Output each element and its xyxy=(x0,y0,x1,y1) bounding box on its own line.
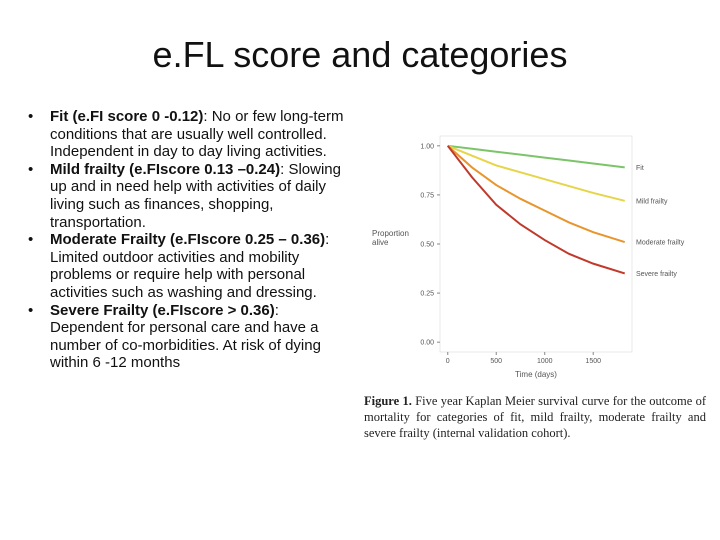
x-axis-label: Time (days) xyxy=(515,370,557,379)
y-axis-label: alive xyxy=(372,238,389,247)
x-tick-label: 1500 xyxy=(585,358,601,365)
bullet: Moderate Frailty (e.FIscore 0.25 – 0.36)… xyxy=(28,231,350,301)
figure-caption: Figure 1. Five year Kaplan Meier surviva… xyxy=(364,393,706,441)
x-tick-label: 0 xyxy=(446,358,450,365)
bullet-heading: Moderate Frailty (e.FIscore 0.25 – 0.36) xyxy=(50,231,326,249)
bullet: Fit (e.FI score 0 -0.12): No or few long… xyxy=(28,108,350,161)
bullet-list: Fit (e.FI score 0 -0.12): No or few long… xyxy=(28,108,350,372)
caption-text: Five year Kaplan Meier survival curve fo… xyxy=(364,394,706,440)
chart: 0.00 0.25 0.50 0.75 1.00 0 500 1000 1500 Proporti… xyxy=(372,135,685,379)
bullet-text: : No or few long-term conditions that ar… xyxy=(50,108,344,161)
y-tick-label: 1.00 xyxy=(420,143,434,150)
bullet-heading: Mild frailty (e.FIscore 0.13 –0.24) xyxy=(50,160,281,178)
series-label: Moderate frailty xyxy=(636,240,685,247)
plot-frame xyxy=(439,135,633,353)
caption-label: Figure 1. xyxy=(364,394,412,408)
bullet: Severe Frailty (e.FIscore > 0.36): Depen… xyxy=(28,302,350,372)
y-tick-label: 0.25 xyxy=(420,291,434,298)
survival-curve xyxy=(447,144,625,169)
series-label: Mild frailty xyxy=(636,198,668,205)
bullet-text: : Slowing up and in need help with activ… xyxy=(50,160,341,231)
x-tick-label: 500 xyxy=(490,358,502,365)
survival-curve xyxy=(447,145,626,243)
slide-title: e.FL score and categories xyxy=(152,34,568,75)
bullet: Mild frailty (e.FIscore 0.13 –0.24): Slo… xyxy=(28,161,350,231)
survival-curve xyxy=(446,145,626,275)
y-tick-label: 0.00 xyxy=(420,340,434,347)
y-axis-label: Proportion xyxy=(372,229,409,238)
x-tick-label: 1000 xyxy=(537,358,553,365)
survival-curve xyxy=(447,144,625,202)
bullet-heading: Fit (e.FI score 0 -0.12) xyxy=(50,108,204,125)
y-tick-label: 0.50 xyxy=(420,242,434,249)
bullet-text: : Limited outdoor activities and mobilit… xyxy=(50,231,330,301)
bullet-heading: Severe Frailty (e.FIscore > 0.36) xyxy=(50,301,275,319)
series-label: Severe frailty xyxy=(636,271,677,278)
bullet-text: : Dependent for personal care and have a… xyxy=(50,301,321,372)
series-label: Fit xyxy=(636,165,644,172)
y-tick-label: 0.75 xyxy=(420,192,434,199)
